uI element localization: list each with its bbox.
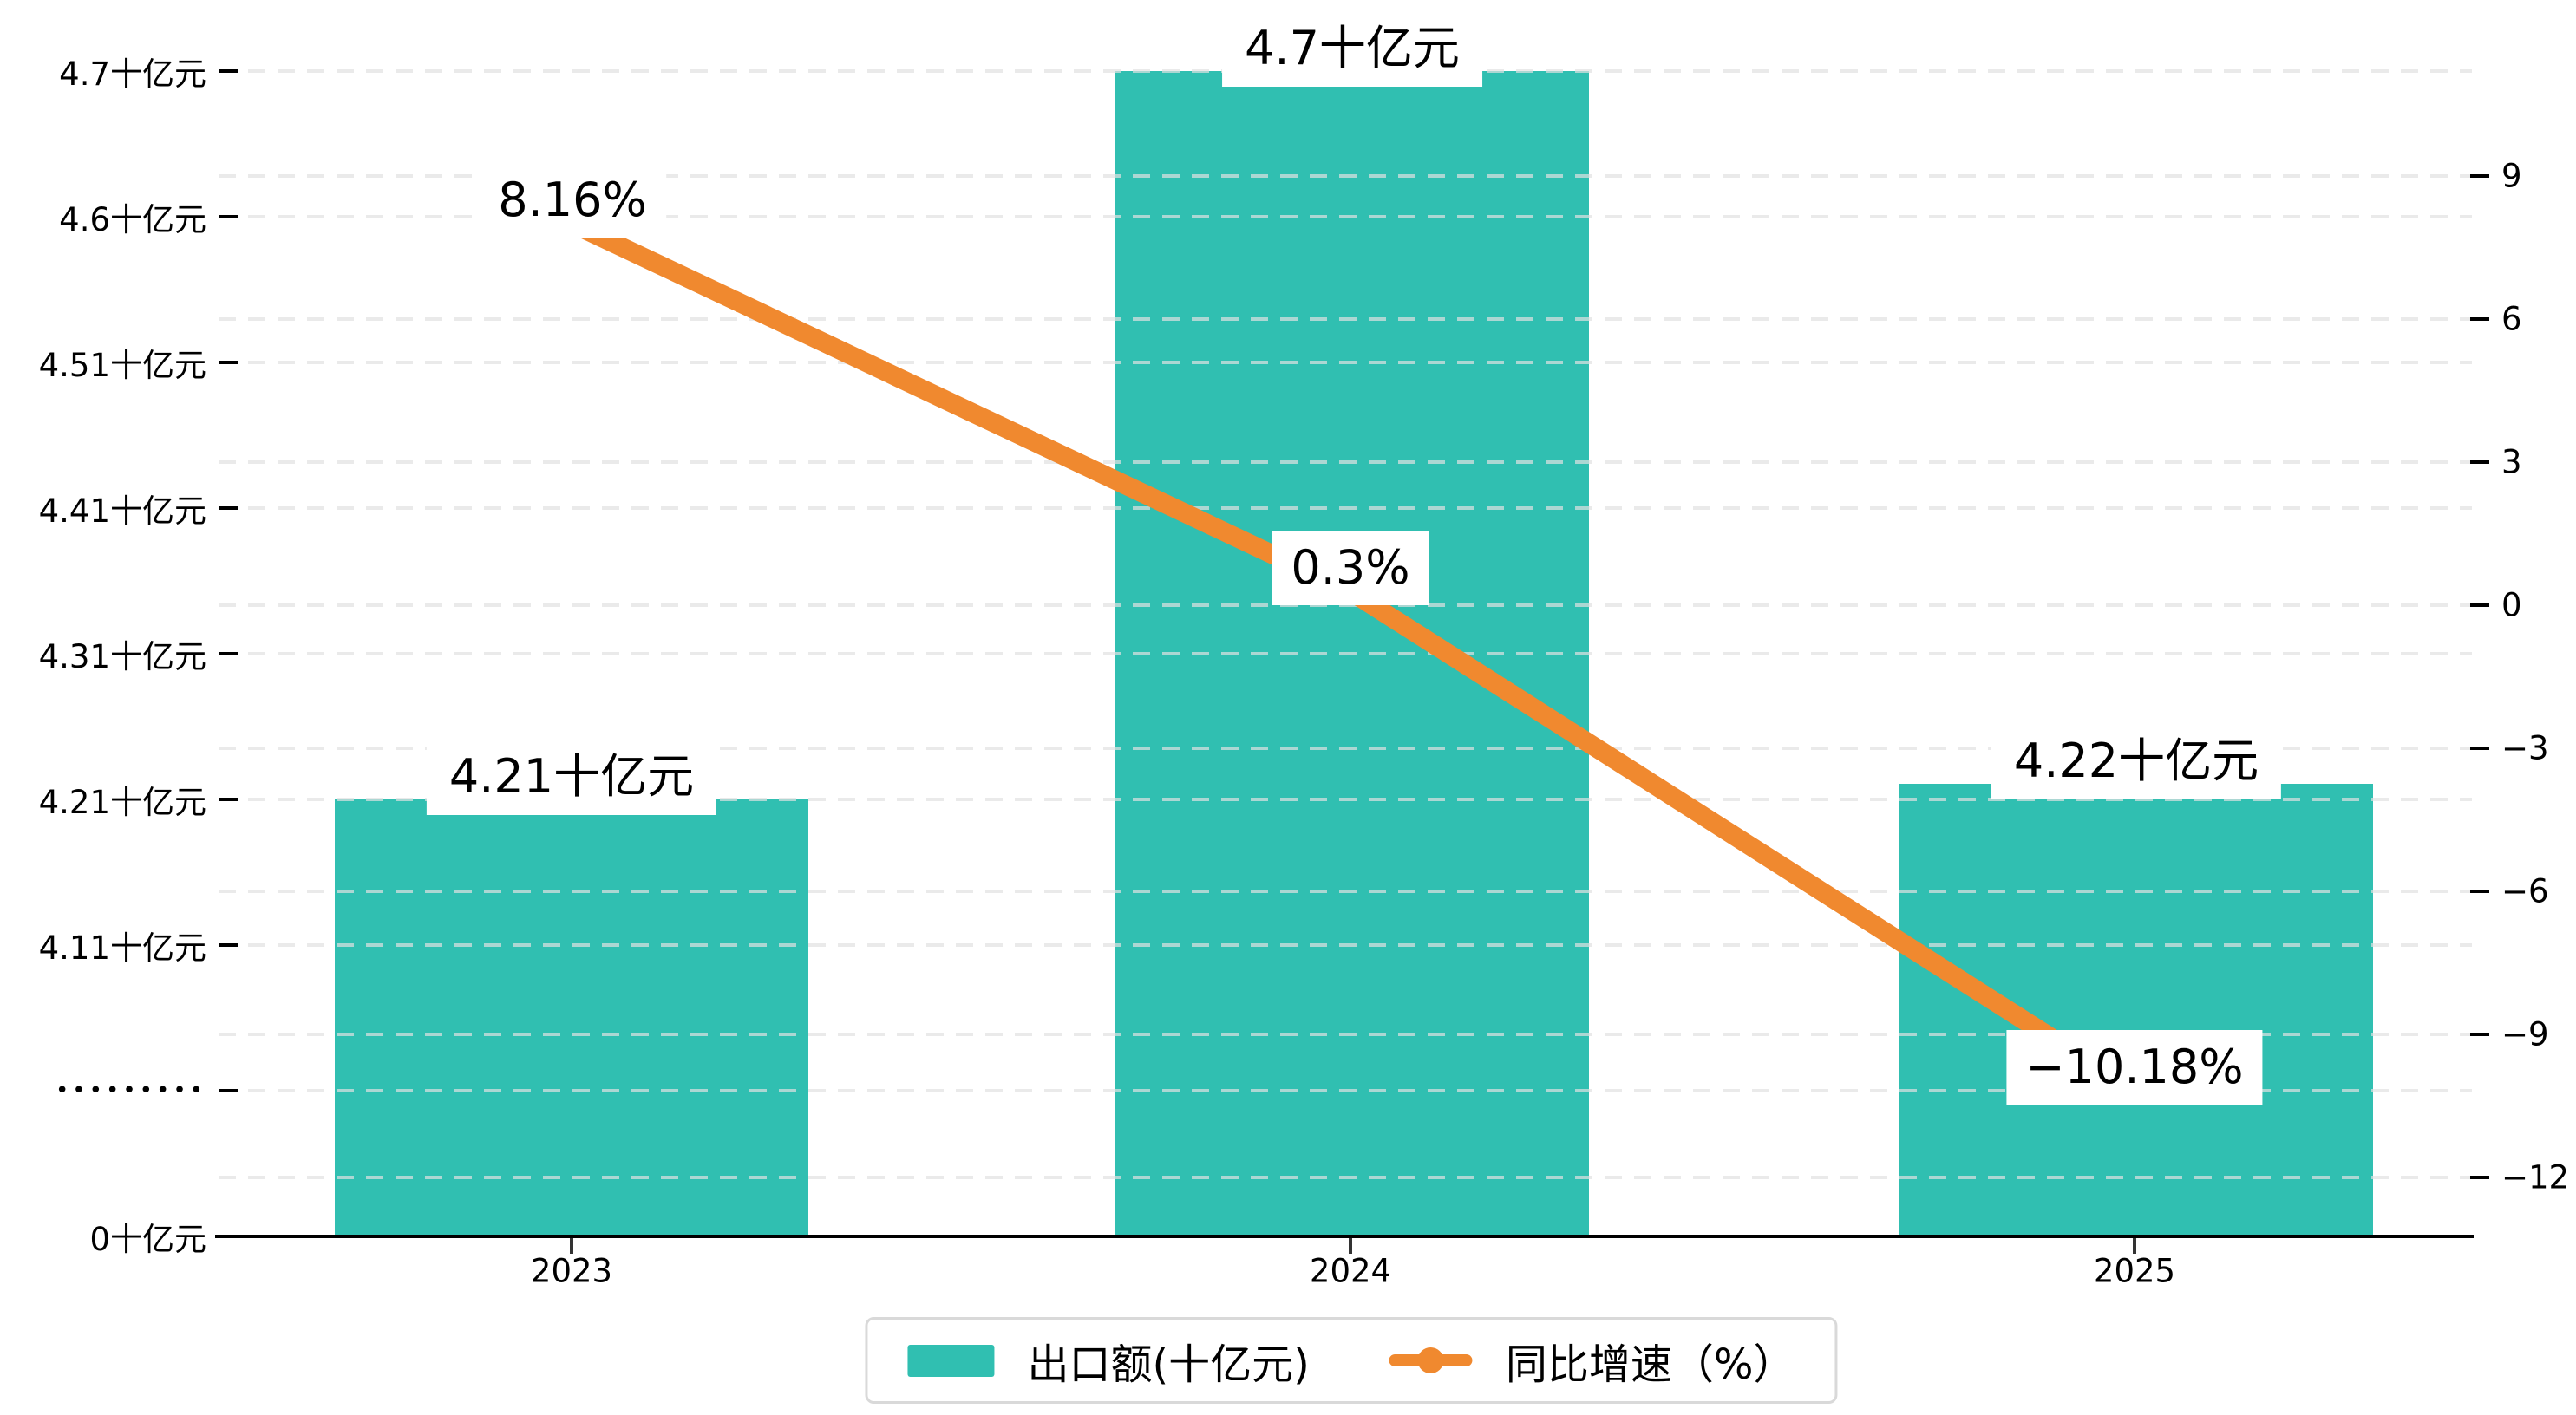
right-axis-tick-label: −6 <box>2501 872 2549 910</box>
right-axis-tick-label: 0 <box>2501 586 2522 624</box>
right-axis-tick-label: 6 <box>2501 300 2522 338</box>
right-axis-tick-label: −12 <box>2501 1158 2570 1197</box>
right-axis-tick-label: −9 <box>2501 1015 2549 1053</box>
growth-point-label-2023: 8.16% <box>479 163 666 238</box>
left-axis-tick-label: 4.11十亿元 <box>38 929 206 967</box>
bar-value-label-2023: 4.21十亿元 <box>426 739 717 815</box>
right-axis-tick-label: −3 <box>2501 729 2549 767</box>
legend-item-export-value[interactable]: 出口额(十亿元) <box>907 1330 1310 1391</box>
legend: 出口额(十亿元) 同比增速（%） <box>865 1317 1838 1404</box>
left-axis-tick-label: ••••••••• <box>55 1078 206 1104</box>
category-label-2024: 2024 <box>1309 1252 1392 1290</box>
growth-point-label-2025: −10.18% <box>2006 1030 2263 1105</box>
legend-item-growth-rate[interactable]: 同比增速（%） <box>1389 1330 1795 1391</box>
left-axis-tick-label: 4.41十亿元 <box>38 492 206 530</box>
right-axis-tick-label: 9 <box>2501 157 2522 195</box>
bar-series-swatch-icon <box>907 1344 995 1377</box>
line-series-marker-icon <box>1389 1345 1473 1376</box>
bar-value-label-2025: 4.22十亿元 <box>1991 723 2282 799</box>
right-axis-tick-label: 3 <box>2501 443 2522 481</box>
left-axis-tick-label: 4.21十亿元 <box>38 784 206 821</box>
line-marker-dot <box>1417 1347 1444 1373</box>
growth-point-label-2024: 0.3% <box>1272 531 1429 606</box>
left-axis-tick-label: 4.6十亿元 <box>59 201 206 238</box>
left-axis-tick-label: 4.51十亿元 <box>38 347 206 384</box>
left-axis-tick-label: 4.31十亿元 <box>38 638 206 675</box>
bar-value-label-2024: 4.7十亿元 <box>1222 10 1482 87</box>
left-axis-tick-label: 4.7十亿元 <box>59 55 206 93</box>
bar-2023[interactable] <box>335 799 808 1236</box>
legend-label-export-value: 出口额(十亿元) <box>1027 1340 1310 1389</box>
category-label-2025: 2025 <box>2093 1252 2176 1290</box>
left-axis-tick-label: 0十亿元 <box>89 1221 206 1258</box>
bar-2025[interactable] <box>1899 784 2373 1236</box>
category-label-2023: 2023 <box>530 1252 613 1290</box>
legend-label-growth-rate: 同比增速（%） <box>1505 1340 1795 1389</box>
